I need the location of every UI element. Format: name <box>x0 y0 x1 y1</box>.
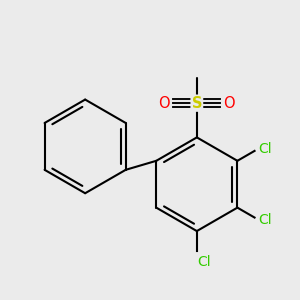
Text: O: O <box>159 96 170 111</box>
Text: Cl: Cl <box>259 213 272 227</box>
Text: S: S <box>192 96 202 111</box>
Text: Cl: Cl <box>259 142 272 156</box>
Text: O: O <box>224 96 235 111</box>
Text: Cl: Cl <box>197 255 211 269</box>
